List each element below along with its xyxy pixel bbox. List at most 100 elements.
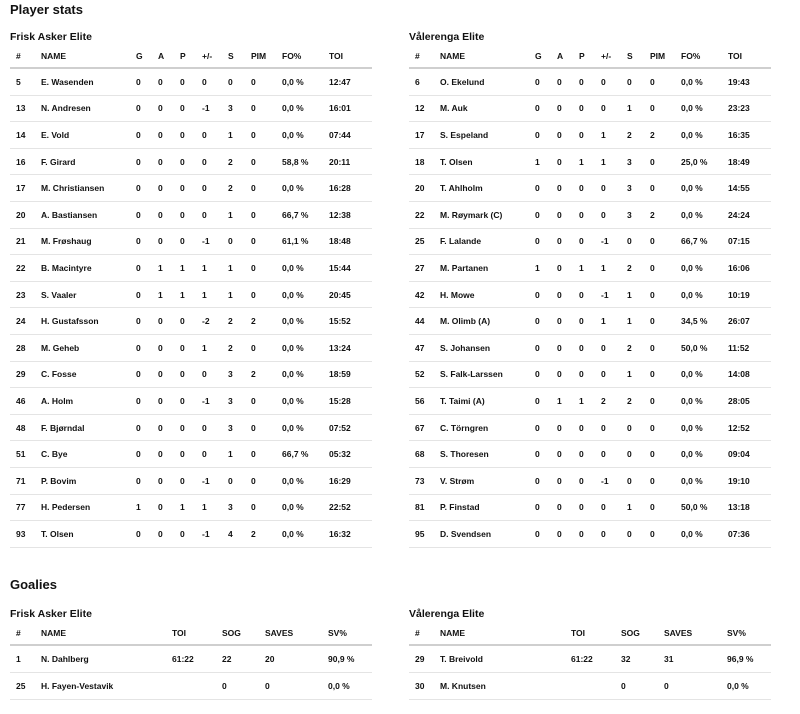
table-row: 48 F. Bjørndal 0 0 0 0 3 0 0,0 % 07:52 (10, 414, 372, 442)
table-cell: -1 (595, 281, 621, 309)
table-cell: 0 (152, 387, 174, 415)
table-cell: H. Pedersen (35, 494, 130, 522)
table-cell: 0 (245, 228, 276, 256)
table-cell: 0 (245, 254, 276, 282)
table-cell: 0 (152, 307, 174, 335)
table-cell: 0 (551, 201, 573, 229)
table-row: 56 T. Taimi (A) 0 1 1 2 2 0 0,0 % 28:05 (409, 387, 771, 415)
table-cell: 1 (152, 281, 174, 309)
table-cell: 0 (529, 361, 551, 389)
table-cell: 73 (409, 467, 434, 495)
table-cell: 0 (573, 201, 595, 229)
table-cell: 12 (409, 95, 434, 123)
table-cell: 0 (152, 414, 174, 442)
table-cell: 32 (615, 645, 658, 673)
table-cell: 0 (595, 201, 621, 229)
table-cell: M. Olimb (A) (434, 307, 529, 335)
table-cell: 0 (529, 121, 551, 149)
table-row: 68 S. Thoresen 0 0 0 0 0 0 0,0 % 09:04 (409, 440, 771, 468)
table-cell: 61,1 % (276, 228, 323, 256)
table-cell: 15:52 (323, 307, 372, 335)
table-cell: 20:11 (323, 148, 372, 176)
table-cell: 0 (573, 440, 595, 468)
table-cell: 61:22 (166, 645, 216, 673)
table-cell: 0 (644, 520, 675, 548)
table-row: 25 H. Fayen-Vestavik 0 0 0,0 % (10, 672, 372, 700)
table-cell: 07:15 (722, 228, 771, 256)
table-cell: 0 (245, 494, 276, 522)
table-cell: 71 (10, 467, 35, 495)
table-cell: 13:18 (722, 494, 771, 522)
table-cell: 0 (644, 361, 675, 389)
table-cell: 22 (216, 645, 259, 673)
table-row: 20 T. Ahlholm 0 0 0 0 3 0 0,0 % 14:55 (409, 174, 771, 202)
table-cell: 0,0 % (276, 520, 323, 548)
table-cell: 52 (409, 361, 434, 389)
table-cell: 46 (10, 387, 35, 415)
table-cell: 0 (551, 414, 573, 442)
table-cell: 0 (245, 440, 276, 468)
table-cell: 0 (573, 520, 595, 548)
table-cell: 0 (644, 281, 675, 309)
table-cell: 48 (10, 414, 35, 442)
table-cell: 67 (409, 414, 434, 442)
table-cell: H. Mowe (434, 281, 529, 309)
table-cell: S. Johansen (434, 334, 529, 362)
table-cell: 11:52 (722, 334, 771, 362)
table-cell: 0 (130, 361, 152, 389)
table-row: 25 F. Lalande 0 0 0 -1 0 0 66,7 % 07:15 (409, 228, 771, 256)
table-row: 95 D. Svendsen 0 0 0 0 0 0 0,0 % 07:36 (409, 520, 771, 548)
table-cell: 0 (573, 95, 595, 123)
table-cell: 0,0 % (675, 467, 722, 495)
table-cell: 25 (409, 228, 434, 256)
table-cell: 3 (222, 387, 245, 415)
table-cell: 07:52 (323, 414, 372, 442)
table-cell (565, 672, 615, 700)
table-cell: 1 (595, 121, 621, 149)
table-cell: 0 (130, 334, 152, 362)
table-cell: 0,0 % (675, 121, 722, 149)
table-cell: 2 (621, 121, 644, 149)
table-cell: 4 (222, 520, 245, 548)
table-cell: M. Partanen (434, 254, 529, 282)
table-row: 47 S. Johansen 0 0 0 0 2 0 50,0 % 11:52 (409, 334, 771, 362)
column-header: G (529, 45, 551, 69)
column-header: # (10, 45, 35, 69)
table-cell: 22 (10, 254, 35, 282)
table-cell: 1 (529, 148, 551, 176)
table-cell: 0 (595, 334, 621, 362)
table-cell: 1 (130, 494, 152, 522)
column-header: G (130, 45, 152, 69)
table-cell: 56 (409, 387, 434, 415)
table-cell: 20 (259, 645, 322, 673)
table-row: 28 M. Geheb 0 0 0 1 2 0 0,0 % 13:24 (10, 334, 372, 362)
goalies-title: Goalies (10, 577, 57, 592)
table-cell: 34,5 % (675, 307, 722, 335)
table-cell: T. Taimi (A) (434, 387, 529, 415)
table-cell: 25,0 % (675, 148, 722, 176)
table-cell: T. Olsen (35, 520, 130, 548)
table-cell: -1 (595, 467, 621, 495)
table-cell: 1 (196, 254, 222, 282)
table-cell: 0 (551, 520, 573, 548)
table-cell: P. Bovim (35, 467, 130, 495)
table-cell (166, 672, 216, 700)
column-header: A (152, 45, 174, 69)
table-cell: 0 (595, 440, 621, 468)
table-cell: 28:05 (722, 387, 771, 415)
table-cell: 0 (152, 467, 174, 495)
table-cell: 2 (644, 201, 675, 229)
table-cell: 0 (621, 228, 644, 256)
table-cell: 16:01 (323, 95, 372, 123)
table-cell: 81 (409, 494, 434, 522)
table-cell: 20 (409, 174, 434, 202)
table-cell: 2 (621, 254, 644, 282)
table-cell: 0 (551, 307, 573, 335)
table-cell: 0 (529, 494, 551, 522)
table-cell: 23 (10, 281, 35, 309)
table-cell: 0 (644, 95, 675, 123)
table-cell: 0,0 % (276, 361, 323, 389)
table-cell: 0 (573, 334, 595, 362)
table-cell: 2 (595, 387, 621, 415)
